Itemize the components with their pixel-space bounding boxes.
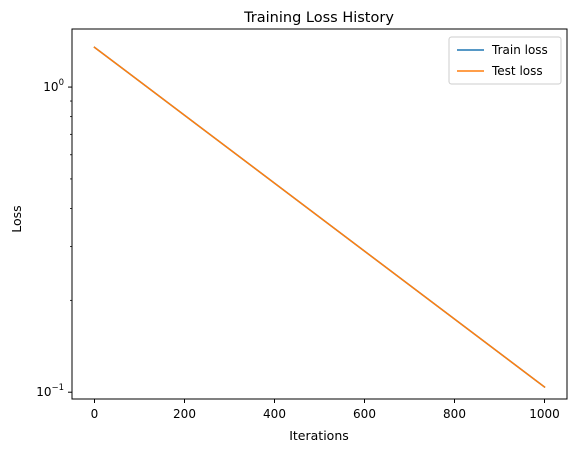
x-tick-label-0: 0	[91, 407, 99, 421]
x-tick-label-1: 200	[173, 407, 196, 421]
y-axis-label: Loss	[9, 205, 24, 232]
axes-frame	[71, 28, 568, 400]
y-ticks: 100 10−1	[36, 78, 72, 399]
y-tick-label-0: 100	[43, 78, 64, 94]
x-tick-label-4: 800	[443, 407, 466, 421]
x-axis-label: Iterations	[289, 428, 349, 443]
series-line-1	[93, 46, 546, 389]
chart-title: Training Loss History	[243, 10, 394, 26]
plot-lines	[93, 46, 546, 389]
x-tick-label-2: 400	[263, 407, 286, 421]
legend-box	[448, 36, 562, 85]
x-ticks: 0 200 400 600 800 1000	[91, 399, 560, 421]
legend-label-1: Test loss	[491, 64, 543, 78]
x-tick-label-5: 1000	[529, 407, 560, 421]
legend-label-0: Train loss	[491, 43, 548, 57]
legend: Train loss Test loss	[448, 36, 562, 85]
x-tick-label-3: 600	[353, 407, 376, 421]
y-tick-label-1: 10−1	[36, 383, 64, 399]
